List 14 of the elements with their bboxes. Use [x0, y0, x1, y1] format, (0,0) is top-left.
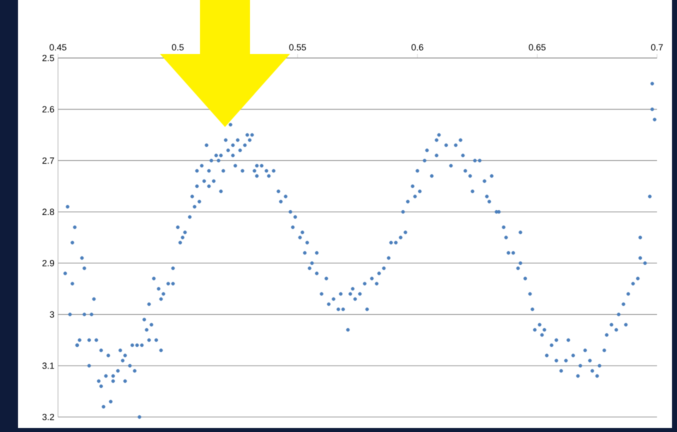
x-tick-label: 0.7 [651, 44, 663, 50]
x-tick-label: 0.45 [50, 44, 66, 50]
y-tick-label: 2.6 [42, 106, 54, 112]
x-tick-label: 0.5 [172, 44, 184, 50]
x-tick-label: 0.55 [289, 44, 306, 50]
y-tick-label: 2.7 [42, 157, 54, 164]
x-tick-label: 0.6 [412, 44, 424, 50]
x-tick-label: 0.65 [528, 44, 546, 50]
y-tick-label: 2.5 [42, 54, 54, 62]
y-tick-label: 3.2 [42, 414, 54, 420]
y-tick-label: 3 [50, 311, 54, 318]
y-tick-label: 2.8 [42, 208, 54, 216]
y-tick-label: 3.1 [42, 362, 54, 369]
y-tick-label: 2.9 [42, 260, 54, 266]
